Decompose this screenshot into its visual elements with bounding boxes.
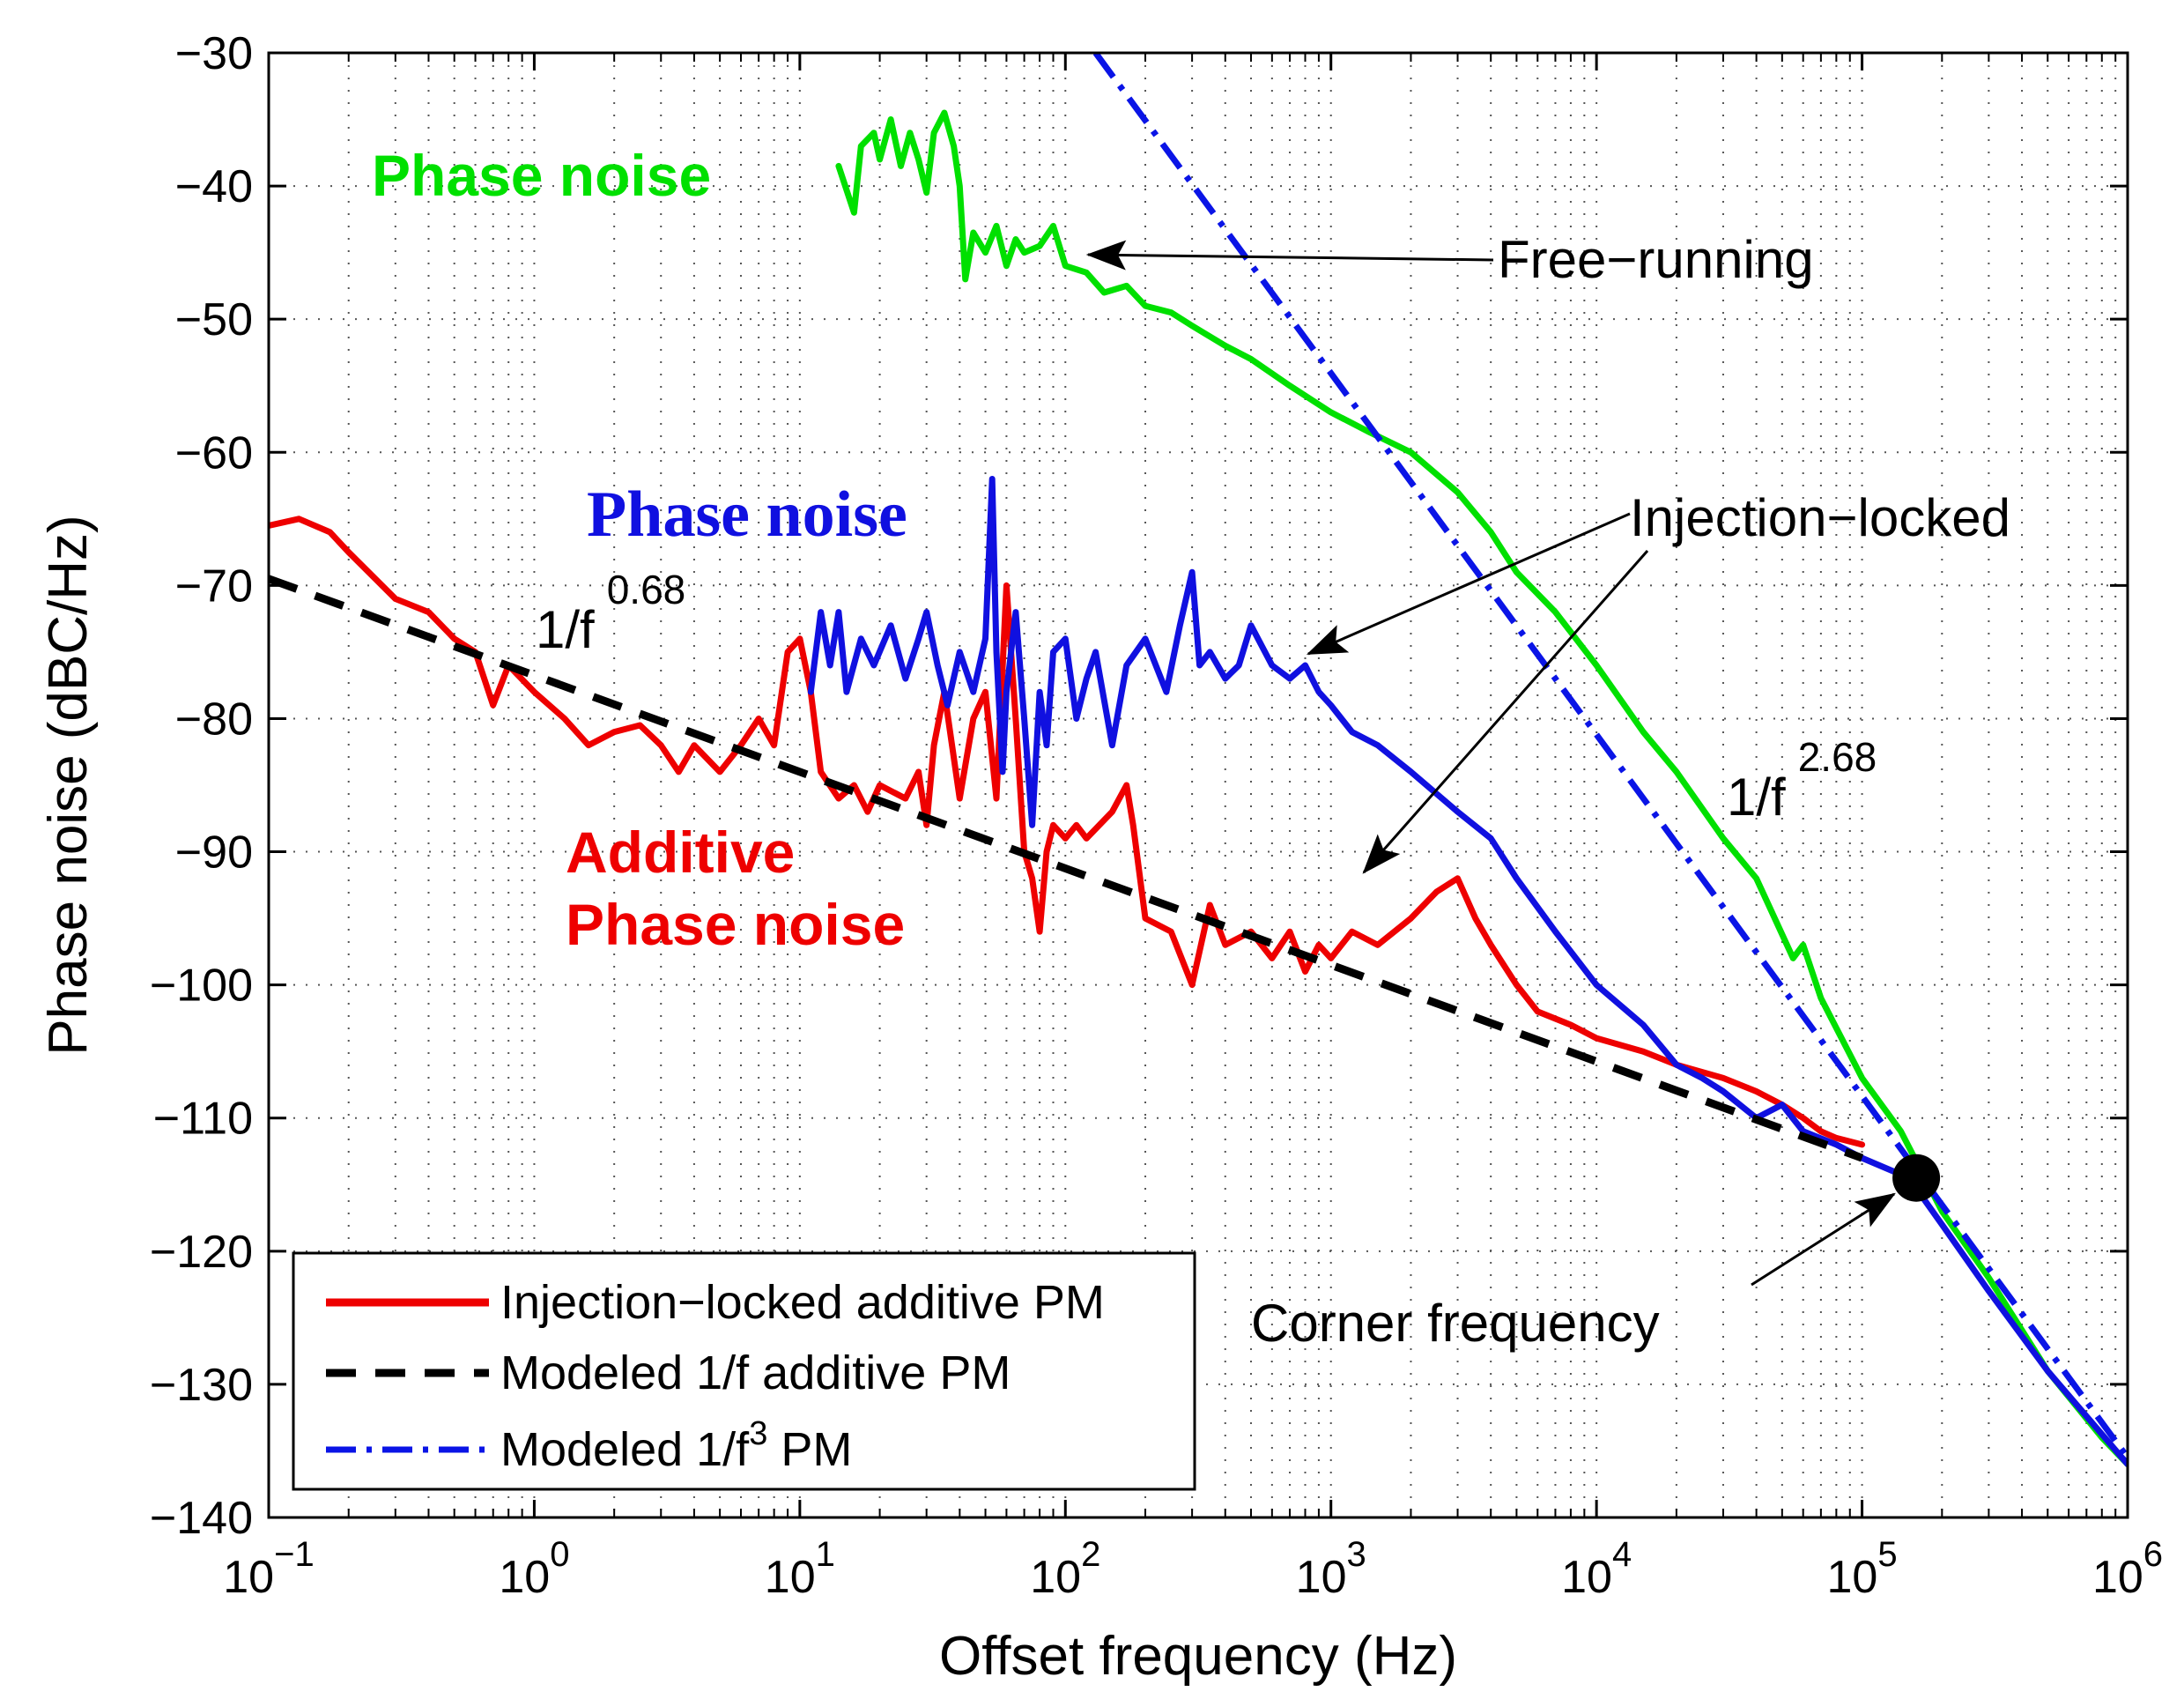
x-tick-base: 10 <box>1296 1552 1347 1603</box>
y-tick-label: −100 <box>150 961 253 1012</box>
y-tick-label: −110 <box>153 1094 253 1145</box>
slope-high-label: 1/f 2.68 <box>1727 734 1877 827</box>
x-tick-label: 104 <box>1561 1535 1632 1603</box>
y-tick-label: −50 <box>175 294 253 345</box>
series-line-blue <box>807 476 2128 1468</box>
y-tick-label: −120 <box>150 1227 253 1278</box>
x-tick-exponent: 2 <box>1081 1535 1100 1574</box>
x-tick-label: 106 <box>2092 1535 2163 1603</box>
plot-frame <box>267 51 2129 1519</box>
x-tick-exponent: 0 <box>550 1535 569 1574</box>
corner-frequency-point <box>1892 1154 1941 1202</box>
y-tick-label: −80 <box>175 694 253 745</box>
x-tick-exponent: 3 <box>1347 1535 1366 1574</box>
x-tick-label: 10−1 <box>223 1535 314 1603</box>
x-tick-label: 100 <box>499 1535 569 1603</box>
x-tick-base: 10 <box>765 1552 816 1603</box>
x-tick-label: 102 <box>1030 1535 1100 1603</box>
corner-frequency-label: Corner frequency <box>1251 1294 1660 1353</box>
x-tick-base: 10 <box>1561 1552 1612 1603</box>
series-line-green <box>835 109 2128 1468</box>
legend-entry-blue-dashdot: Modeled 1/f3 PM <box>500 1415 852 1476</box>
x-tick-exponent: 5 <box>1877 1535 1897 1574</box>
free-running-label: Free−running <box>1498 230 1814 289</box>
injection-locked-arrow-red <box>1362 550 1649 874</box>
slope-high-exponent: 2.68 <box>1798 734 1877 780</box>
y-tick-label: −60 <box>175 427 253 479</box>
slope-low-label: 1/f 0.68 <box>536 567 685 659</box>
y-tick-label: −130 <box>150 1360 253 1411</box>
green-series-label: Phase noise <box>372 143 711 208</box>
x-tick-exponent: 6 <box>2143 1535 2163 1574</box>
legend-entry-blue-main: Modeled 1/f <box>500 1423 750 1476</box>
x-tick-base: 10 <box>1030 1552 1081 1603</box>
x-tick-exponent: 1 <box>816 1535 835 1574</box>
x-tick-label: 101 <box>765 1535 835 1603</box>
x-tick-label: 105 <box>1827 1535 1898 1603</box>
series-layer <box>269 53 2128 1468</box>
y-tick-label: −70 <box>175 560 253 612</box>
x-tick-label: 103 <box>1296 1535 1366 1603</box>
axis-ticks <box>267 51 2129 1519</box>
y-tick-label: −90 <box>175 827 253 879</box>
injection-locked-arrow-blue <box>1306 512 1631 656</box>
legend: Injection−locked additive PM Modeled 1/f… <box>292 1251 1196 1491</box>
series-line-black <box>269 575 1864 1162</box>
series-line-blue-dashdot <box>1092 53 2128 1460</box>
x-tick-base: 10 <box>1827 1552 1878 1603</box>
slope-low-exponent: 0.68 <box>607 567 686 612</box>
tick-labels: 10−1 100 101 102 103 104 105 106−30−40−50−60−70… <box>150 28 2163 1603</box>
y-tick-label: −30 <box>175 28 253 79</box>
y-tick-label: −140 <box>150 1493 253 1544</box>
y-axis-title: Phase noise (dBC/Hz) <box>38 515 99 1055</box>
blue-series-label: Phase noise <box>587 479 907 551</box>
slope-low-base: 1/f <box>536 600 595 659</box>
legend-entry-blue-sup: 3 <box>749 1415 767 1452</box>
corner-frequency-arrow <box>1751 1192 1896 1287</box>
x-tick-base: 10 <box>223 1552 274 1603</box>
red-series-label-line1: Additive <box>566 820 795 885</box>
legend-entry-blue-tail: PM <box>767 1423 852 1476</box>
x-tick-base: 10 <box>499 1552 550 1603</box>
injection-locked-label: Injection−locked <box>1630 488 2010 547</box>
x-tick-exponent: −1 <box>274 1535 315 1574</box>
legend-entry-red: Injection−locked additive PM <box>500 1276 1105 1329</box>
red-series-label-line2: Phase noise <box>566 892 905 957</box>
y-tick-label: −40 <box>175 161 253 212</box>
x-axis-title: Offset frequency (Hz) <box>939 1626 1457 1687</box>
legend-entry-black: Modeled 1/f additive PM <box>500 1347 1011 1399</box>
slope-high-base: 1/f <box>1727 768 1786 827</box>
free-running-arrow <box>1085 240 1494 271</box>
x-tick-exponent: 4 <box>1612 1535 1632 1574</box>
x-tick-base: 10 <box>2092 1552 2143 1603</box>
